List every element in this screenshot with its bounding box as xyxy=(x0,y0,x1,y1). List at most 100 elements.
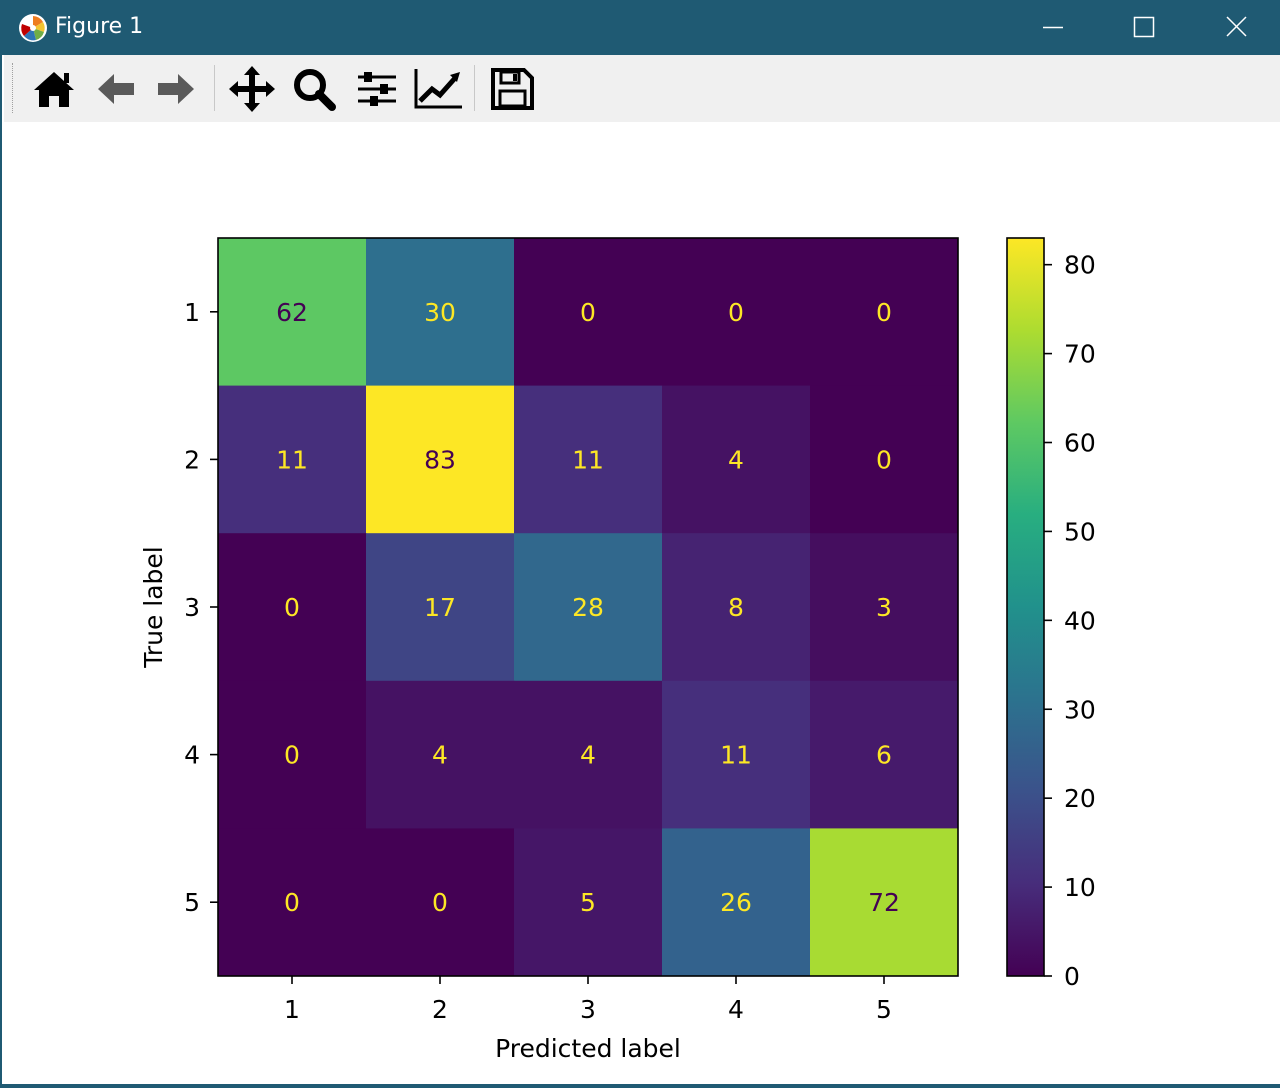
toolbar-separator xyxy=(474,65,475,111)
line-chart-icon xyxy=(414,69,462,109)
colorbar xyxy=(1006,237,1045,977)
heatmap-cell xyxy=(662,385,811,534)
cell-value-label: 28 xyxy=(572,593,604,622)
cell-value-label: 0 xyxy=(284,888,300,917)
heatmap-cell xyxy=(810,238,959,387)
y-tick-label: 5 xyxy=(184,888,200,917)
x-tick-label: 3 xyxy=(580,995,596,1024)
colorbar-tick-label: 0 xyxy=(1064,962,1080,991)
save-button[interactable] xyxy=(486,63,538,115)
x-axis-ticks: 1 2 3 4 5 xyxy=(284,976,892,1024)
heatmap-cell xyxy=(366,385,515,534)
colorbar-tick-label: 20 xyxy=(1064,784,1096,813)
heatmap-cell xyxy=(218,533,367,682)
move-icon xyxy=(229,66,275,112)
y-tick-label: 4 xyxy=(184,741,200,770)
cell-value-label: 6 xyxy=(876,741,892,770)
colorbar-ticks: 0 10 20 30 40 50 60 70 80 xyxy=(1044,251,1096,991)
cell-value-label: 4 xyxy=(728,445,744,474)
y-tick-label: 1 xyxy=(184,298,200,327)
heatmap-cell xyxy=(810,385,959,534)
colorbar-tick-label: 10 xyxy=(1064,873,1096,902)
heatmap-cell xyxy=(514,828,663,977)
toolbar-grip xyxy=(12,63,16,113)
y-tick-label: 3 xyxy=(184,593,200,622)
cell-value-label: 17 xyxy=(424,593,456,622)
colorbar-tick-label: 70 xyxy=(1064,340,1096,369)
x-axis-label: Predicted label xyxy=(495,1034,681,1063)
cell-value-label: 4 xyxy=(580,741,596,770)
cell-value-label: 0 xyxy=(284,741,300,770)
close-button[interactable] xyxy=(1190,0,1280,55)
zoom-icon xyxy=(294,69,336,111)
heatmap-cell xyxy=(218,385,367,534)
matplotlib-logo-icon xyxy=(19,14,47,42)
zoom-button[interactable] xyxy=(288,63,340,115)
cell-value-label: 3 xyxy=(876,593,892,622)
heatmap-cell xyxy=(514,238,663,387)
heatmap-cell xyxy=(366,238,515,387)
x-tick-label: 1 xyxy=(284,995,300,1024)
cell-value-labels: 62 30 0 0 011 83 11 4 00 17 28 8 30 4 4 11 60 0 5 26 72 xyxy=(276,298,900,917)
cell-value-label: 30 xyxy=(424,298,456,327)
maximize-button[interactable] xyxy=(1098,0,1190,55)
title-bar[interactable]: Figure 1 xyxy=(2,0,1280,55)
cell-value-label: 62 xyxy=(276,298,308,327)
forward-button[interactable] xyxy=(150,63,202,115)
heatmap-cell xyxy=(810,533,959,682)
heatmap-cell xyxy=(514,680,663,829)
heatmap-cell xyxy=(810,828,959,977)
y-axis-label: True label xyxy=(139,546,168,669)
cell-value-label: 11 xyxy=(572,445,604,474)
cell-value-label: 0 xyxy=(876,298,892,327)
heatmap-cell xyxy=(662,533,811,682)
y-axis-ticks: 1 2 3 4 5 xyxy=(184,298,218,917)
heatmap-cell xyxy=(366,680,515,829)
colorbar-tick-label: 60 xyxy=(1064,429,1096,458)
x-tick-label: 4 xyxy=(728,995,744,1024)
forward-arrow-icon xyxy=(158,74,194,104)
floppy-disk-icon xyxy=(491,68,534,110)
cell-value-label: 0 xyxy=(580,298,596,327)
heatmap-cell xyxy=(218,680,367,829)
axes-button[interactable] xyxy=(412,63,464,115)
x-tick-label: 5 xyxy=(876,995,892,1024)
colorbar-tick-label: 80 xyxy=(1064,251,1096,280)
cell-value-label: 83 xyxy=(424,445,456,474)
cell-value-label: 0 xyxy=(284,593,300,622)
maximize-icon xyxy=(1133,16,1155,38)
heatmap-cell xyxy=(218,828,367,977)
colorbar-tick-label: 30 xyxy=(1064,695,1096,724)
cell-value-label: 0 xyxy=(728,298,744,327)
colorbar-tick-label: 40 xyxy=(1064,606,1096,635)
cell-value-label: 72 xyxy=(868,888,900,917)
subplots-button[interactable] xyxy=(350,63,402,115)
back-arrow-icon xyxy=(98,74,134,104)
window-title: Figure 1 xyxy=(55,14,144,39)
colorbar-tick-label: 50 xyxy=(1064,517,1096,546)
heatmap-cell xyxy=(662,238,811,387)
heatmap-cell xyxy=(514,533,663,682)
heatmap-cell xyxy=(366,828,515,977)
cell-value-label: 11 xyxy=(276,445,308,474)
home-button[interactable] xyxy=(28,63,80,115)
heatmap-cell xyxy=(218,238,367,387)
minimize-button[interactable] xyxy=(1006,0,1098,55)
close-icon xyxy=(1226,16,1247,37)
x-tick-label: 2 xyxy=(432,995,448,1024)
sliders-icon xyxy=(358,72,396,106)
heatmap-cell xyxy=(514,385,663,534)
back-button[interactable] xyxy=(90,63,142,115)
home-icon xyxy=(34,72,74,107)
toolbar-separator xyxy=(214,65,215,111)
pan-button[interactable] xyxy=(226,63,278,115)
heatmap-cell xyxy=(662,680,811,829)
cell-value-label: 5 xyxy=(580,888,596,917)
y-tick-label: 2 xyxy=(184,445,200,474)
cell-value-label: 11 xyxy=(720,741,752,770)
cell-value-label: 4 xyxy=(432,741,448,770)
heatmap-cell xyxy=(662,828,811,977)
